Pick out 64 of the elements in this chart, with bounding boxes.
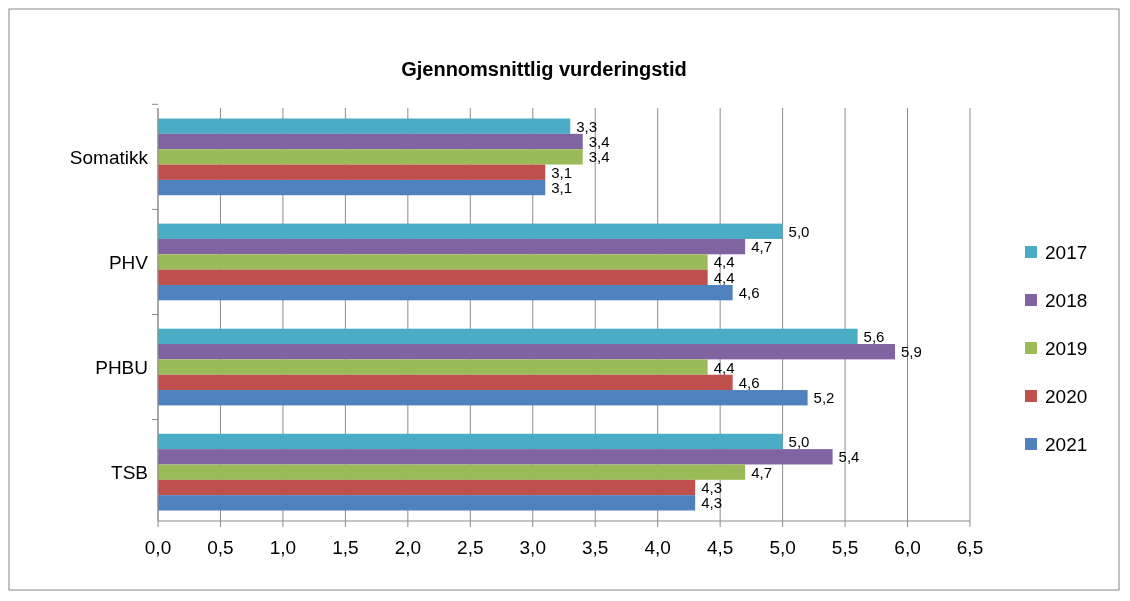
data-label: 3,3 [576,117,598,135]
x-tick-label: 2,0 [394,537,422,558]
y-tick-label: Somatikk [69,146,149,168]
bar [158,449,833,465]
bar [158,495,696,511]
data-label: 5,9 [901,343,922,361]
data-label: 4,6 [738,284,760,302]
data-label: 5,2 [813,389,835,407]
bar [158,344,896,360]
bar [158,254,708,270]
data-label: 4,4 [713,358,735,376]
data-label: 5,0 [788,222,810,240]
bar [158,164,546,180]
data-label: 4,7 [751,238,772,256]
bar [158,479,696,496]
legend-label: 2019 [1045,338,1088,359]
x-tick-label: 6,0 [894,537,921,558]
bar [158,269,708,285]
x-tick-label: 5,0 [769,537,796,558]
bar [158,284,733,301]
y-tick-label: TSB [111,462,148,484]
data-label: 3,4 [588,148,610,166]
bar [158,359,708,375]
x-tick-label: 4,0 [644,537,671,558]
bar [158,133,583,150]
x-tick-label: 4,5 [706,537,734,558]
bar [158,179,546,196]
legend-label: 2021 [1045,434,1088,455]
data-label: 4,7 [751,463,772,481]
legend-label: 2017 [1045,242,1088,263]
y-tick-label: PHBU [95,357,148,379]
y-tick-label: PHV [108,251,149,273]
chart-title: Gjennomsnittlig vurderingstid [401,58,687,80]
bar [158,390,808,406]
x-tick-label: 0,5 [207,537,234,558]
legend-label: 2018 [1045,290,1088,311]
bar [158,433,783,450]
bar [158,374,733,391]
data-label: 5,4 [838,448,860,466]
data-label: 4,4 [713,253,735,271]
data-label: 3,1 [551,163,573,181]
data-label: 4,3 [701,478,723,496]
bar [158,149,583,165]
x-tick-label: 2,5 [457,537,484,558]
legend-label: 2020 [1045,386,1088,407]
data-label: 4,3 [701,494,723,512]
bar [158,223,783,239]
x-tick-label: 3,0 [519,537,546,558]
data-label: 5,0 [788,432,810,450]
x-tick-label: 1,5 [332,537,359,558]
data-label: 4,4 [713,268,735,286]
bar [158,118,571,134]
x-tick-label: 3,5 [582,537,609,558]
data-label: 5,6 [863,327,885,345]
x-tick-label: 6,5 [956,537,984,558]
bar [158,238,746,255]
data-label: 3,1 [551,179,573,197]
bar [158,328,858,345]
x-tick-label: 5,5 [831,537,859,558]
x-tick-label: 0,0 [144,537,172,558]
bar [158,464,746,480]
data-label: 4,6 [738,373,760,391]
x-tick-label: 1,0 [269,537,297,558]
data-label: 3,4 [588,133,610,151]
